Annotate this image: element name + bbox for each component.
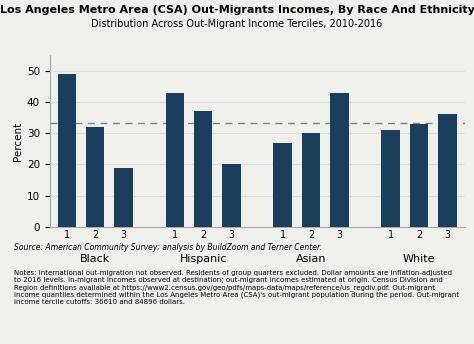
Text: Notes: International out-migration not observed. Residents of group quarters exc: Notes: International out-migration not o…: [14, 270, 459, 305]
Y-axis label: Percent: Percent: [13, 121, 23, 161]
Bar: [273, 143, 292, 227]
Bar: [86, 127, 104, 227]
Bar: [114, 168, 133, 227]
Text: Los Angeles Metro Area (CSA) Out-Migrants Incomes, By Race And Ethnicity: Los Angeles Metro Area (CSA) Out-Migrant…: [0, 5, 474, 15]
Bar: [165, 93, 184, 227]
Bar: [410, 124, 428, 227]
Text: Distribution Across Out-Migrant Income Terciles, 2010-2016: Distribution Across Out-Migrant Income T…: [91, 19, 383, 29]
Text: Hispanic: Hispanic: [180, 254, 227, 264]
Bar: [302, 133, 320, 227]
Bar: [330, 93, 349, 227]
Bar: [222, 164, 241, 227]
Bar: [57, 74, 76, 227]
Text: White: White: [403, 254, 435, 264]
Text: Asian: Asian: [296, 254, 327, 264]
Text: Source: American Community Survey; analysis by BuildZoom and Terner Center.: Source: American Community Survey; analy…: [14, 243, 322, 251]
Bar: [194, 111, 212, 227]
Bar: [438, 115, 457, 227]
Text: Black: Black: [80, 254, 110, 264]
Bar: [382, 130, 400, 227]
